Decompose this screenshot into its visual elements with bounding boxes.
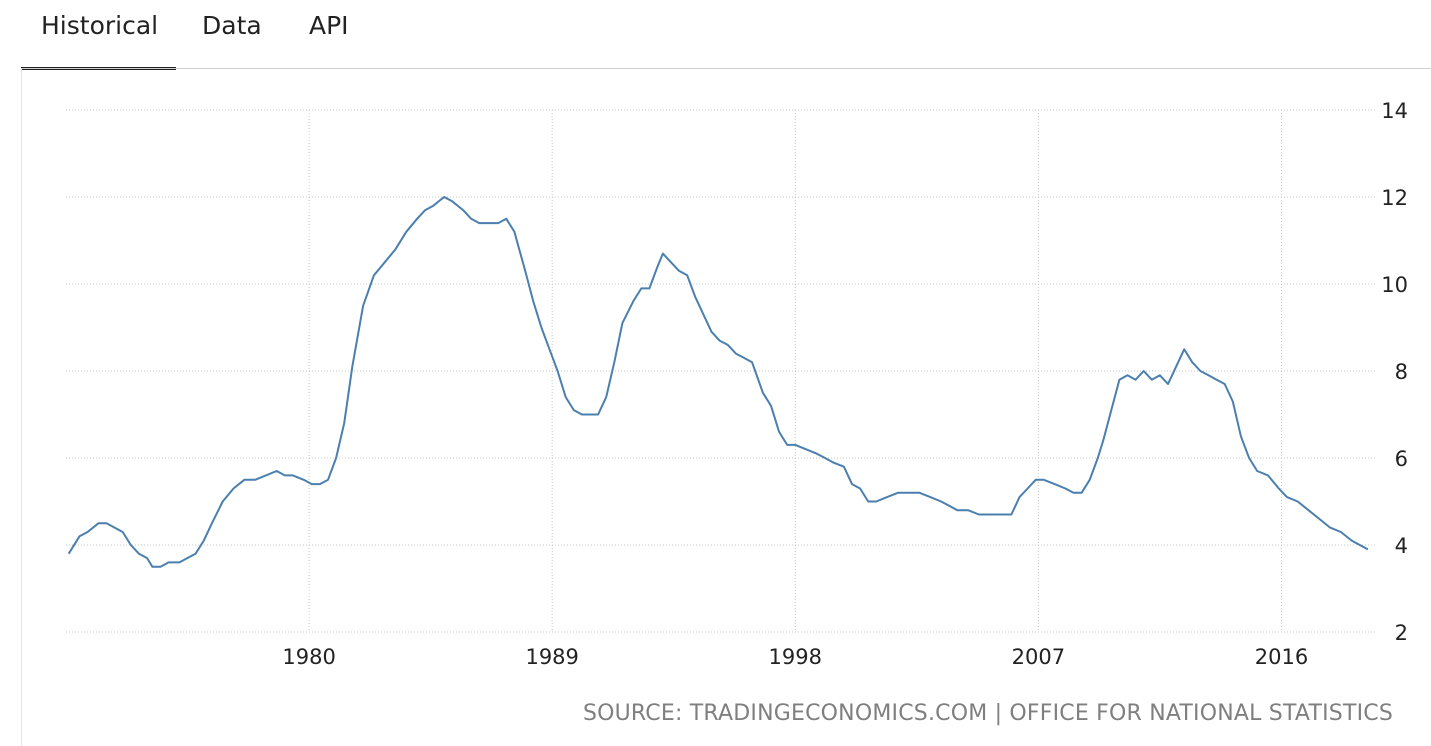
x-axis-labels: 1980 1989 1998 2007 2016 (282, 645, 1308, 669)
y-tick-label: 4 (1395, 534, 1408, 558)
panel-border (21, 69, 22, 746)
y-tick-label: 6 (1395, 447, 1408, 471)
x-tick-label: 2016 (1255, 645, 1308, 669)
x-tick-label: 1989 (525, 645, 578, 669)
y-tick-label: 8 (1395, 360, 1408, 384)
tab-divider (21, 68, 1431, 69)
tab-api[interactable]: API (309, 8, 349, 70)
tab-data-label: Data (202, 11, 262, 40)
y-tick-label: 10 (1381, 273, 1408, 297)
y-tick-label: 12 (1381, 186, 1408, 210)
x-tick-label: 1980 (282, 645, 335, 669)
x-tick-label: 1998 (769, 645, 822, 669)
tab-historical-label: Historical (41, 11, 159, 40)
tab-api-label: API (309, 11, 349, 40)
source-credit: SOURCE: TRADINGECONOMICS.COM | OFFICE FO… (582, 701, 1393, 726)
tab-data[interactable]: Data (202, 8, 262, 70)
y-tick-label: 14 (1381, 99, 1408, 123)
line-chart: 2 4 6 8 10 12 14 1980 1989 1998 2007 2016 (66, 99, 1408, 669)
y-axis-labels: 2 4 6 8 10 12 14 (1381, 99, 1408, 645)
series-line (67, 196, 1369, 568)
y-tick-label: 2 (1395, 621, 1408, 645)
x-tick-label: 2007 (1012, 645, 1065, 669)
y-gridlines (66, 109, 1376, 633)
x-gridlines (308, 110, 1282, 632)
